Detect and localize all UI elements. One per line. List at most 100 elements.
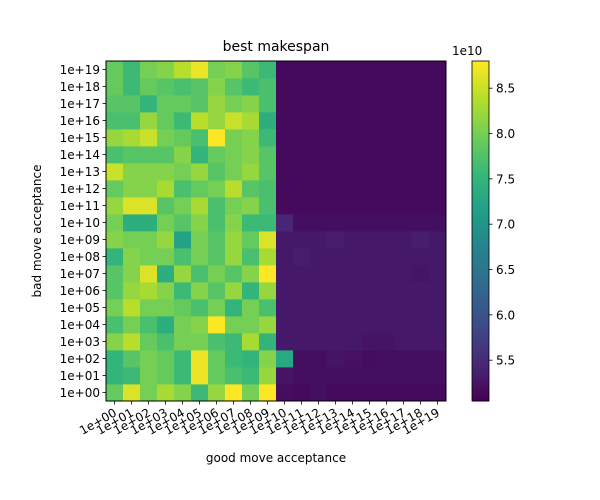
- heatmap-cell: [361, 333, 379, 351]
- colorbar-segment: [472, 123, 489, 127]
- heatmap-cell: [208, 282, 226, 300]
- heatmap-cell: [327, 95, 345, 113]
- heatmap-cell: [293, 316, 311, 334]
- heatmap-cell: [123, 384, 141, 402]
- heatmap-cell: [361, 95, 379, 113]
- heatmap-cell: [242, 231, 260, 249]
- heatmap-cell: [395, 146, 413, 164]
- colorbar-segment: [472, 236, 489, 240]
- colorbar-segment: [472, 341, 489, 345]
- heatmap-cell: [259, 350, 277, 368]
- colorbar-segment: [472, 89, 489, 93]
- heatmap-cell: [106, 248, 124, 266]
- heatmap-cell: [429, 197, 447, 215]
- heatmap-cell: [259, 180, 277, 198]
- heatmap-cell: [259, 112, 277, 130]
- heatmap-cell: [259, 333, 277, 351]
- heatmap-cell: [395, 282, 413, 300]
- colorbar: 5.5 6.0 6.5 7.0 7.5 8.0 8.5 1e10: [452, 44, 515, 402]
- colorbar-segment: [472, 95, 489, 99]
- colorbar-tick-label: 7.0: [496, 218, 515, 232]
- heatmap-cell: [140, 316, 158, 334]
- heatmap-cell: [174, 197, 192, 215]
- colorbar-segment: [472, 222, 489, 226]
- heatmap-cell: [378, 265, 396, 283]
- heatmap-cell: [157, 384, 175, 402]
- heatmap-cell: [310, 316, 328, 334]
- colorbar-segment: [472, 154, 489, 158]
- heatmap-cell: [361, 384, 379, 402]
- heatmap-cell: [123, 299, 141, 317]
- colorbar-segment: [472, 75, 489, 79]
- heatmap-cell: [225, 146, 243, 164]
- heatmap-cell: [361, 248, 379, 266]
- colorbar-segment: [472, 333, 489, 337]
- heatmap-cell: [276, 248, 294, 266]
- heatmap-cell: [310, 95, 328, 113]
- heatmap-cell: [174, 163, 192, 181]
- colorbar-segment: [472, 106, 489, 110]
- colorbar-segment: [472, 304, 489, 308]
- heatmap-cell: [225, 129, 243, 147]
- heatmap-cell: [157, 367, 175, 385]
- heatmap-cell: [310, 367, 328, 385]
- heatmap-cell: [259, 367, 277, 385]
- heatmap-cell: [361, 180, 379, 198]
- heatmap-cell: [123, 129, 141, 147]
- heatmap-cell: [412, 299, 430, 317]
- heatmap-cell: [344, 367, 362, 385]
- heatmap-cells: [106, 61, 447, 402]
- colorbar-segment: [472, 63, 489, 68]
- heatmap-cell: [191, 333, 209, 351]
- heatmap-cell: [242, 350, 260, 368]
- heatmap-cell: [174, 282, 192, 300]
- heatmap-cell: [378, 61, 396, 79]
- heatmap-cell: [140, 180, 158, 198]
- colorbar-segment: [472, 216, 489, 221]
- y-tick-label: 1e+15: [60, 131, 100, 145]
- heatmap-cell: [140, 333, 158, 351]
- heatmap-cell: [395, 333, 413, 351]
- heatmap-cell: [429, 112, 447, 130]
- heatmap-cell: [157, 316, 175, 334]
- heatmap-cell: [344, 163, 362, 181]
- heatmap-cell: [276, 384, 294, 402]
- heatmap-cell: [327, 350, 345, 368]
- heatmap-cell: [361, 61, 379, 79]
- heatmap-cell: [208, 333, 226, 351]
- heatmap-cell: [191, 299, 209, 317]
- x-axis-ticks: 1e+001e+011e+021e+031e+041e+051e+061e+07…: [77, 401, 442, 438]
- heatmap-cell: [310, 129, 328, 147]
- heatmap-cell: [191, 146, 209, 164]
- heatmap-cell: [242, 112, 260, 130]
- heatmap-cell: [191, 248, 209, 266]
- heatmap-cell: [361, 129, 379, 147]
- colorbar-segment: [472, 129, 489, 133]
- heatmap-cell: [174, 231, 192, 249]
- heatmap-cell: [174, 299, 192, 317]
- heatmap-cell: [361, 367, 379, 385]
- heatmap-cell: [225, 95, 243, 113]
- heatmap-cell: [344, 265, 362, 283]
- colorbar-segment: [472, 97, 489, 102]
- heatmap-cell: [123, 316, 141, 334]
- colorbar-segment: [472, 327, 489, 331]
- heatmap-cell: [106, 231, 124, 249]
- heatmap-cell: [174, 95, 192, 113]
- heatmap-cell: [191, 350, 209, 368]
- heatmap-cell: [106, 384, 124, 402]
- heatmap-cell: [106, 282, 124, 300]
- heatmap-cell: [310, 282, 328, 300]
- heatmap-cell: [242, 61, 260, 79]
- heatmap-cell: [174, 146, 192, 164]
- heatmap-cell: [123, 367, 141, 385]
- heatmap-cell: [344, 299, 362, 317]
- colorbar-segment: [472, 350, 489, 354]
- heatmap-cell: [310, 146, 328, 164]
- heatmap-cell: [191, 316, 209, 334]
- heatmap-cell: [276, 61, 294, 79]
- heatmap-cell: [276, 180, 294, 198]
- heatmap-cell: [293, 78, 311, 96]
- colorbar-segment: [472, 386, 489, 391]
- heatmap-cell: [208, 231, 226, 249]
